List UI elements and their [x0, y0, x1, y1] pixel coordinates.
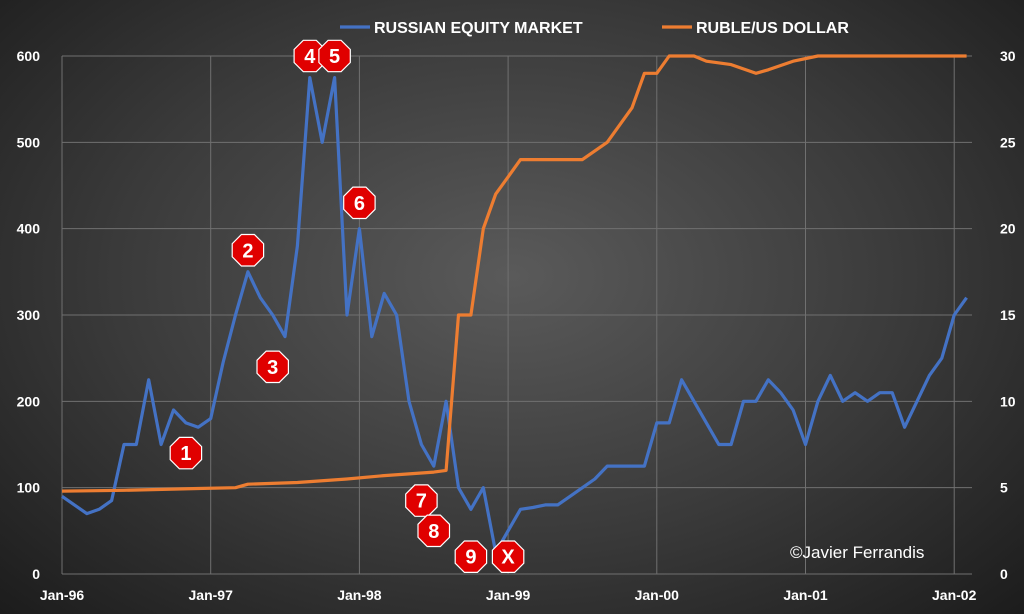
badge-octagon: [405, 484, 438, 517]
right-tick-label: 5: [1000, 480, 1008, 496]
legend-label: RUSSIAN EQUITY MARKET: [374, 20, 583, 37]
right-tick-label: 15: [1000, 307, 1016, 323]
annotation-badge: 5: [318, 39, 351, 73]
gridlines: [61, 55, 972, 575]
right-tick-label: 0: [1000, 566, 1008, 582]
x-axis: Jan-96 Jan-97 Jan-98 Jan-99 Jan-00 Jan-01 Jan-…: [40, 587, 977, 603]
badge-label: 2: [242, 240, 253, 262]
badge-label: 8: [428, 521, 439, 543]
badge-octagon: [256, 350, 289, 384]
left-tick-label: 500: [17, 134, 41, 150]
right-tick-label: 20: [1000, 221, 1016, 237]
x-tick-label: Jan-98: [337, 587, 382, 603]
annotation-badge: 6: [343, 186, 376, 220]
badge-label: 6: [354, 193, 365, 215]
badge-octagon: [491, 540, 525, 574]
badge-octagon: [231, 233, 265, 267]
left-tick-label: 300: [17, 307, 41, 323]
badge-label: 5: [329, 46, 340, 68]
annotation-badge: 4: [293, 39, 327, 73]
ruble-usd-line: [61, 54, 967, 493]
x-tick-label: Jan-01: [783, 587, 828, 603]
left-tick-label: 0: [32, 566, 40, 582]
legend-label: RUBLE/US DOLLAR: [696, 20, 849, 37]
credit-text: ©Javier Ferrandis: [790, 543, 924, 562]
badge-octagon: [417, 514, 451, 548]
right-tick-label: 25: [1000, 134, 1016, 150]
x-tick-label: Jan-02: [932, 587, 977, 603]
x-tick-label: Jan-97: [189, 587, 234, 603]
x-tick-label: Jan-96: [40, 587, 85, 603]
right-y-axis: 0 5 10 15 20 25 30: [1000, 48, 1016, 582]
badge-octagon: [318, 39, 351, 73]
badge-label: 4: [304, 46, 316, 68]
series-layer: [61, 54, 968, 555]
badge-label: 1: [180, 443, 191, 465]
annotation-badge: X: [491, 540, 525, 574]
left-tick-label: 100: [17, 480, 41, 496]
annotation-badge: 1: [169, 436, 203, 470]
left-tick-label: 200: [17, 393, 41, 409]
badge-label: 9: [465, 547, 476, 569]
annotation-badge: 9: [454, 540, 488, 574]
annotation-badge: 2: [231, 233, 265, 267]
equity-market-line: [61, 75, 968, 555]
annotations: 1 2 3 4 5 6 78 9 X: [169, 39, 525, 574]
badge-octagon: [169, 436, 203, 470]
left-tick-label: 600: [17, 48, 41, 64]
legend: RUSSIAN EQUITY MARKET RUBLE/US DOLLAR: [340, 20, 849, 37]
left-y-axis: 0 100 200 300 400 500 600: [17, 48, 41, 582]
right-tick-label: 30: [1000, 48, 1016, 64]
right-tick-label: 10: [1000, 393, 1016, 409]
badge-octagon: [343, 186, 376, 220]
badge-label: X: [501, 547, 515, 569]
badge-label: 3: [267, 357, 278, 379]
badge-octagon: [454, 540, 488, 574]
annotation-badge: 7: [405, 484, 438, 517]
left-tick-label: 400: [17, 221, 41, 237]
annotation-badge: 3: [256, 350, 289, 384]
x-tick-label: Jan-99: [486, 587, 531, 603]
annotation-badge: 8: [417, 514, 451, 548]
x-tick-label: Jan-00: [635, 587, 680, 603]
badge-label: 7: [416, 491, 427, 513]
